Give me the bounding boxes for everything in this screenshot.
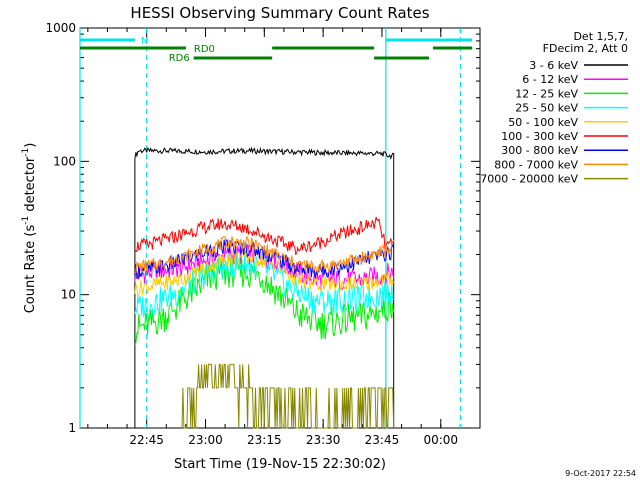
x-tick-label: 00:00	[423, 433, 458, 447]
series-line	[134, 253, 395, 345]
legend-header: Det 1,5,7,	[573, 30, 628, 43]
series-line	[134, 235, 395, 275]
y-label-part2: detector	[23, 156, 38, 216]
legend-label: 100 - 300 keV	[501, 130, 578, 143]
legend-label: 3 - 6 keV	[529, 59, 578, 72]
series-line	[134, 249, 395, 298]
x-tick-label: 23:00	[188, 433, 223, 447]
y-tick-label: 1000	[45, 21, 76, 35]
legend-header: FDecim 2, Att 0	[543, 42, 628, 55]
legend-label: 300 - 800 keV	[501, 144, 578, 157]
plot-area: 1 10 100 1000 22:45 23:00 23:15 23:30 23:45 00:00…	[45, 21, 481, 447]
series-line	[134, 146, 395, 428]
plot-frame	[79, 27, 481, 429]
legend-label: 7000 - 20000 keV	[480, 173, 578, 186]
flag-label: RD6	[169, 53, 190, 64]
series-line	[181, 363, 395, 429]
y-axis-label: Count Rate (s-1 detector-1)	[21, 143, 38, 314]
x-axis-label: Start Time (19-Nov-15 22:30:02)	[174, 457, 386, 472]
chart-title: HESSI Observing Summary Count Rates	[130, 4, 429, 22]
y-label-part1: Count Rate (s	[23, 225, 38, 314]
flag-label: N	[141, 36, 148, 47]
y-label-sup2: -1	[21, 148, 31, 157]
series-line	[134, 216, 394, 256]
y-label-sup1: -1	[21, 216, 31, 225]
x-tick-label: 22:45	[129, 433, 164, 447]
y-tick-label: 1	[68, 421, 76, 435]
series-line	[134, 251, 395, 318]
y-tick-label: 100	[53, 154, 76, 168]
legend-label: 6 - 12 keV	[522, 73, 578, 86]
x-tick-label: 23:15	[247, 433, 282, 447]
legend-label: 12 - 25 keV	[515, 87, 578, 100]
y-tick-label: 10	[61, 288, 76, 302]
legend-label: 50 - 100 keV	[508, 116, 578, 129]
flag-label: RD0	[194, 44, 215, 55]
y-label-part3: )	[23, 143, 38, 148]
x-tick-label: 23:45	[365, 433, 400, 447]
timestamp: 9-Oct-2017 22:54	[565, 469, 636, 478]
x-tick-label: 23:30	[306, 433, 341, 447]
legend-label: 25 - 50 keV	[515, 102, 578, 115]
legend-label: 800 - 7000 keV	[494, 158, 578, 171]
